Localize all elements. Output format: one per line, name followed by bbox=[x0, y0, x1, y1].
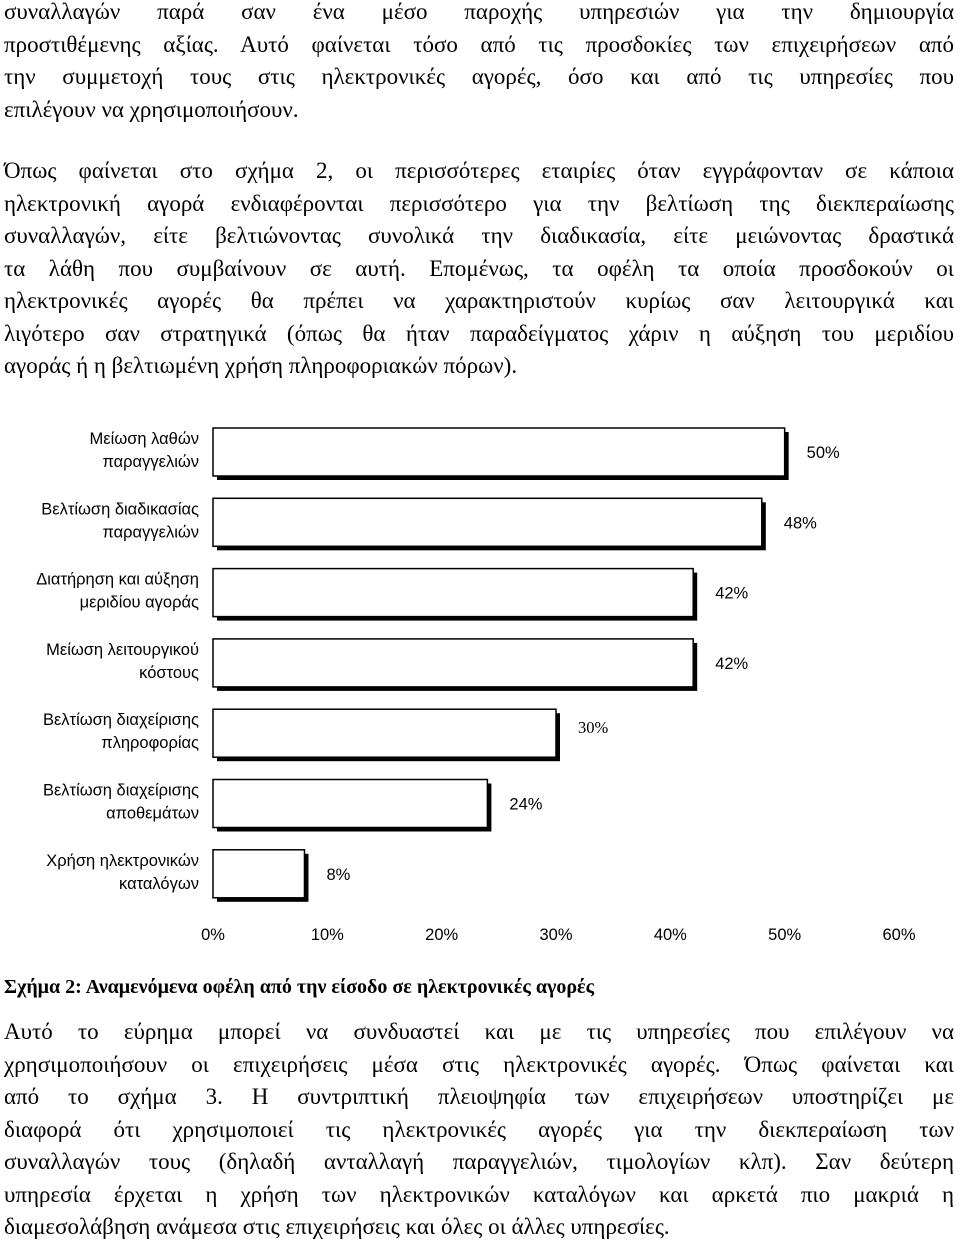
benefits-bar-chart: Μείωση λαθών παραγγελιών 50% Βελτίωση διαδι… bbox=[36, 427, 916, 944]
text-line: λιγότερο σαν στρατηγικά (όπως θα ήταν πα… bbox=[4, 320, 954, 346]
text-line: συναλλαγών τους (δηλαδή ανταλλαγή παραγγ… bbox=[4, 1149, 954, 1174]
bar bbox=[212, 638, 694, 688]
category-label: παραγγελιών bbox=[102, 523, 199, 541]
bar bbox=[212, 497, 763, 548]
data-label: 8% bbox=[326, 866, 350, 884]
category-label: Μείωση λειτουργικού bbox=[46, 641, 199, 659]
category-label: Βελτίωση διαχείρισης bbox=[43, 782, 199, 800]
x-tick-label: 60% bbox=[882, 926, 915, 944]
bar bbox=[212, 778, 489, 829]
category-label: αποθεμάτων bbox=[106, 805, 199, 823]
data-label: 42% bbox=[715, 585, 748, 603]
paragraph-services: Αυτό το εύρημα μπορεί να συνδυαστεί και … bbox=[4, 1016, 954, 1244]
bar bbox=[212, 567, 694, 618]
text-line: Αυτό το εύρημα μπορεί να συνδυαστεί και … bbox=[4, 1019, 954, 1044]
category-label: Διατήρηση και αύξηση bbox=[36, 571, 199, 589]
text-line: υπηρεσία έρχεται η χρήση των ηλεκτρονικώ… bbox=[4, 1181, 954, 1207]
text-line: διαφορά ότι χρησιμοποιεί τις ηλεκτρονικέ… bbox=[4, 1116, 954, 1142]
figure-caption: Σχήμα 2: Αναμενόμενα οφέλη από την είσοδ… bbox=[4, 976, 595, 998]
paragraph-figure-discussion: Όπως φαίνεται στο σχήμα 2, οι περισσότερ… bbox=[4, 155, 954, 383]
data-label: 48% bbox=[784, 514, 817, 532]
category-label: Βελτίωση διαχείρισης bbox=[43, 711, 199, 729]
data-label: 50% bbox=[807, 444, 840, 462]
category-label: κόστους bbox=[139, 664, 199, 682]
category-label: μεριδίου αγοράς bbox=[80, 594, 199, 612]
category-label: καταλόγων bbox=[119, 875, 199, 893]
x-tick-label: 20% bbox=[425, 926, 458, 944]
x-tick-label: 50% bbox=[768, 926, 801, 944]
bar bbox=[212, 708, 557, 758]
text-line: διαμεσολάβηση ανάμεσα στις επιχειρήσεις … bbox=[4, 1214, 670, 1239]
data-label: 30% bbox=[578, 718, 609, 737]
category-label: Μείωση λαθών bbox=[90, 430, 199, 448]
x-tick-label: 30% bbox=[539, 926, 572, 944]
text-line: προστιθέμενης αξίας. Αυτό φαίνεται τόσο … bbox=[4, 31, 954, 57]
text-line: ηλεκτρονική αγορά ενδιαφέρονται περισσότ… bbox=[4, 190, 954, 216]
x-tick-label: 10% bbox=[311, 926, 344, 944]
x-tick-label: 0% bbox=[201, 926, 225, 944]
bar bbox=[212, 427, 786, 477]
category-label: Χρήση ηλεκτρονικών bbox=[46, 852, 199, 870]
text-line: συναλλαγών, είτε βελτιώνοντας συνολικά τ… bbox=[4, 223, 954, 248]
data-label: 42% bbox=[715, 655, 748, 673]
text-line: επιλέγουν να χρησιμοποιήσουν. bbox=[4, 96, 299, 122]
text-line: τα λάθη που συμβαίνουν σε αυτή. Επομένως… bbox=[4, 255, 954, 281]
text-line: Όπως φαίνεται στο σχήμα 2, οι περισσότερ… bbox=[4, 158, 954, 183]
text-line: την συμμετοχή τους στις ηλεκτρονικές αγο… bbox=[4, 64, 954, 89]
data-label: 24% bbox=[509, 796, 542, 814]
category-label: Βελτίωση διαδικασίας bbox=[41, 500, 199, 518]
text-line: ηλεκτρονικές αγορές θα πρέπει να χαρακτη… bbox=[4, 288, 954, 313]
text-line: αγοράς ή η βελτιωμένη χρήση πληροφοριακώ… bbox=[4, 353, 518, 378]
paragraph-intro: συναλλαγών παρά σαν ένα μέσο παροχής υπη… bbox=[4, 0, 954, 126]
text-line: συναλλαγών παρά σαν ένα μέσο παροχής υπη… bbox=[4, 0, 954, 24]
text-line: από το σχήμα 3. Η συντριπτική πλειοψηφία… bbox=[4, 1084, 954, 1109]
x-tick-label: 40% bbox=[654, 926, 687, 944]
bar bbox=[212, 849, 306, 899]
category-label: παραγγελιών bbox=[102, 453, 199, 471]
category-label: πληροφορίας bbox=[101, 734, 199, 752]
text-line: χρησιμοποιήσουν οι επιχειρήσεις μέσα στι… bbox=[4, 1051, 954, 1077]
